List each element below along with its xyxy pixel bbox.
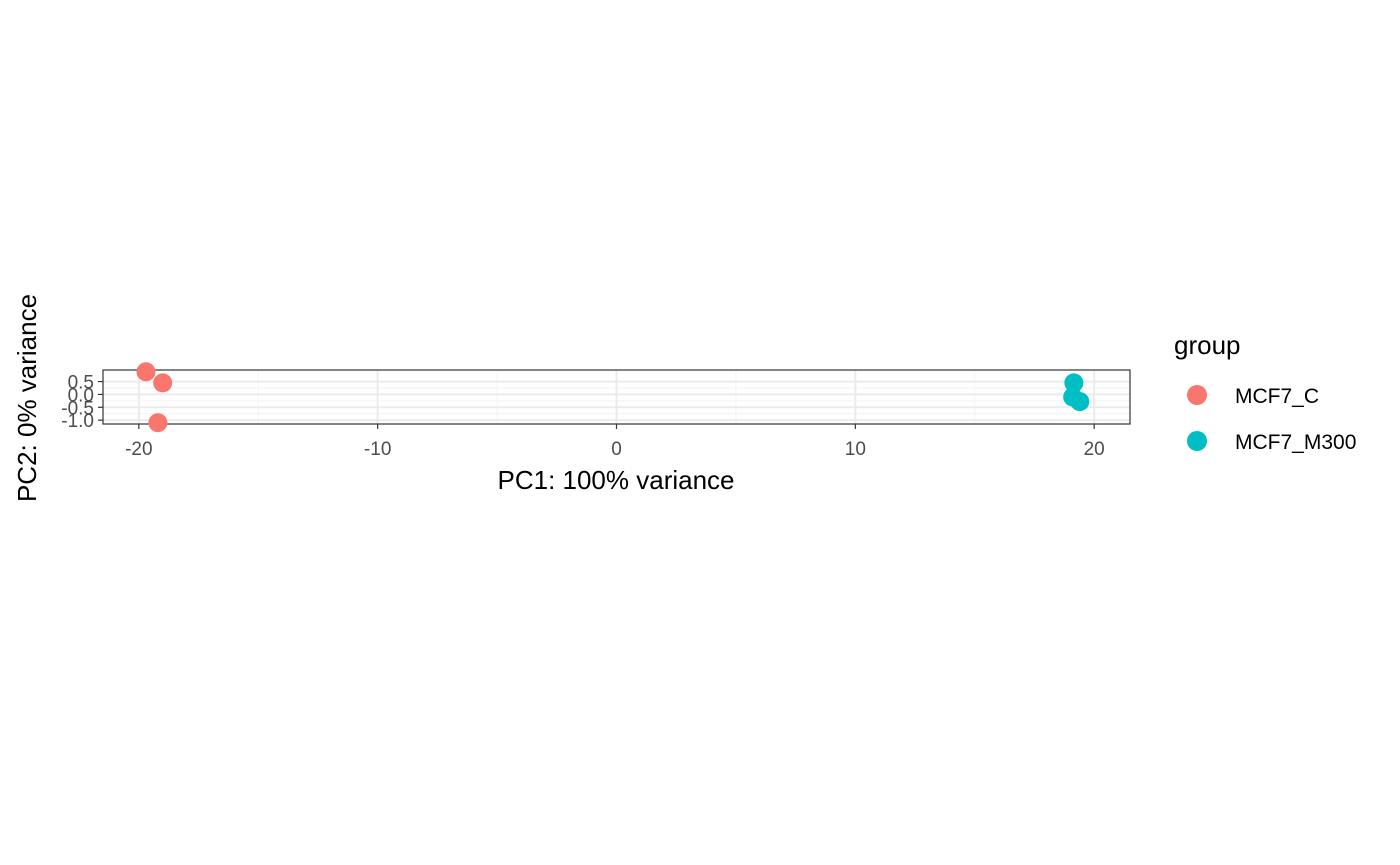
x-tick-label: 0 xyxy=(611,439,622,460)
plot-panel xyxy=(102,369,1131,425)
y-tick-label: 0.5 xyxy=(68,373,94,394)
data-point xyxy=(1064,373,1084,393)
legend-key xyxy=(1187,385,1207,405)
y-tick-label: -1.0 xyxy=(61,411,94,432)
legend-label: MCF7_C xyxy=(1235,385,1319,408)
x-tick-label: 20 xyxy=(1084,439,1105,460)
data-points xyxy=(136,362,1090,433)
data-point xyxy=(148,413,168,433)
y-axis-title: PC2: 0% variance xyxy=(12,294,42,502)
x-axis: -20 -10 0 10 20 xyxy=(125,424,1105,460)
x-tick-label: 10 xyxy=(845,439,866,460)
data-point xyxy=(1070,392,1090,412)
legend-title: group xyxy=(1174,330,1241,360)
legend: group MCF7_C MCF7_M300 xyxy=(1174,330,1356,454)
data-point xyxy=(136,362,156,382)
x-tick-label: -20 xyxy=(125,439,152,460)
x-axis-title: PC1: 100% variance xyxy=(497,465,734,495)
y-tick-label: -0.5 xyxy=(61,398,94,419)
legend-key xyxy=(1187,431,1207,451)
x-tick-label: -10 xyxy=(364,439,391,460)
data-point xyxy=(153,373,173,393)
y-tick-label: 0.0 xyxy=(68,385,94,406)
y-axis: -1.0-0.50.00.5 xyxy=(61,373,103,432)
legend-label: MCF7_M300 xyxy=(1235,431,1356,454)
